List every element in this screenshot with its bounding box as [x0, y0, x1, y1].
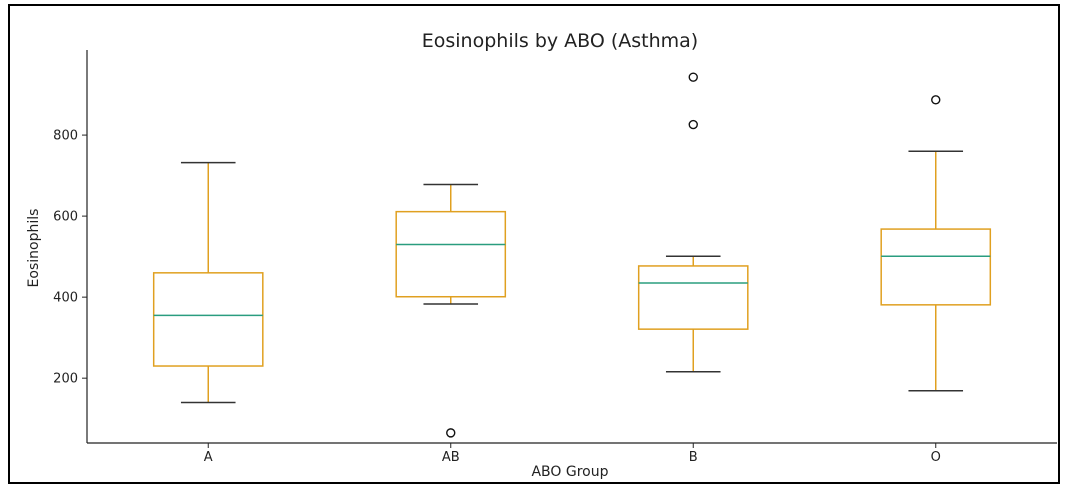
box-B [637, 72, 749, 373]
y-axis-label-group: Eosinophils [26, 209, 42, 288]
x-tick-label: B [689, 450, 698, 465]
iqr-box [395, 210, 507, 298]
chart-title: Eosinophils by ABO (Asthma) [422, 30, 698, 52]
y-tick-label: 200 [53, 372, 78, 387]
outlier-point [688, 72, 698, 82]
y-axis-label: Eosinophils [26, 209, 42, 288]
x-tick-label: O [931, 450, 941, 465]
iqr-box [637, 265, 749, 330]
boxes-group [152, 72, 992, 438]
y-tick-label: 800 [53, 129, 78, 144]
x-axis-label: ABO Group [531, 464, 608, 480]
box-A [152, 161, 264, 404]
y-tick-label: 400 [53, 291, 78, 306]
iqr-box [152, 272, 264, 367]
box-O [880, 95, 992, 392]
iqr-box [880, 228, 992, 306]
box-AB [395, 183, 507, 438]
x-tick-label: A [204, 450, 213, 465]
x-tick-label: AB [442, 450, 460, 465]
outlier-point [446, 428, 456, 438]
outlier-point [931, 95, 941, 105]
chart-frame [8, 4, 1060, 484]
y-tick-label: 600 [53, 210, 78, 225]
axes: 200 400 600 800 A AB B O [53, 50, 1057, 465]
outlier-point [688, 119, 698, 130]
